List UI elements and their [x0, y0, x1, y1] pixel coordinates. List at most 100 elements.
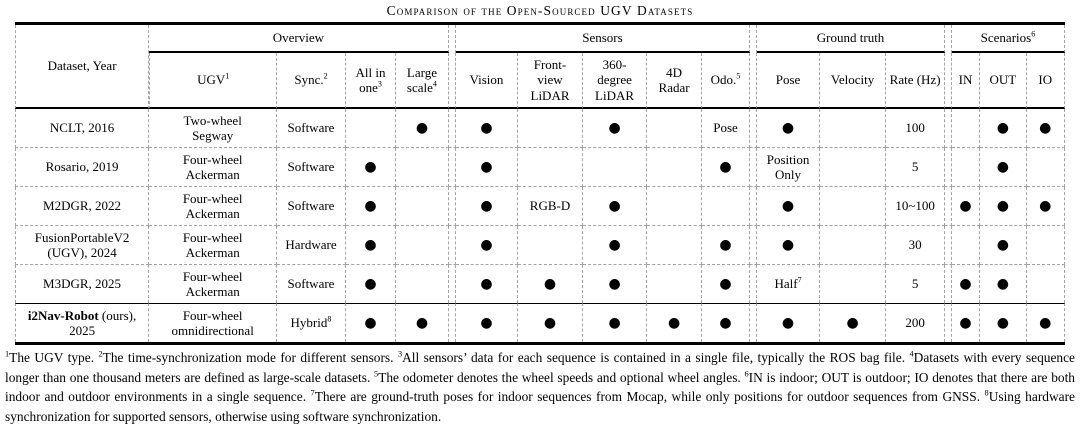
table-row: i2Nav-Robot (ours), 2025 Four-wheel omnid…: [15, 303, 1065, 342]
dot-mark-out: ●: [980, 265, 1027, 303]
table-footnotes: 1The UGV type. 2The time-synchronization…: [5, 349, 1075, 425]
dot-mark-in: ●: [951, 187, 981, 226]
group-gap: [449, 265, 456, 303]
header-vision: Vision: [455, 53, 519, 109]
dot-mark-odo: ●: [701, 148, 751, 187]
header-pose: Pose: [757, 53, 820, 109]
group-gap: [750, 265, 758, 303]
cell-frontlidar: [518, 148, 583, 187]
cell-ugv: Four-wheel Ackerman: [149, 226, 278, 265]
cell-io: [1027, 265, 1065, 303]
cell-pose: Position Only: [757, 148, 820, 187]
table-caption: Comparison of the Open-Sourced UGV Datas…: [386, 3, 694, 18]
cell-rate: 5: [886, 265, 945, 303]
header-ugv: UGV1: [149, 53, 278, 109]
dot-mark-odo: ●: [702, 265, 751, 303]
cell-velocity: [819, 148, 887, 187]
cell-ugv: Four-wheel Ackerman: [149, 148, 278, 187]
group-gap: [750, 187, 758, 226]
cell-frontlidar: RGB-D: [518, 187, 583, 226]
cell-dataset: M3DGR, 2025: [15, 265, 150, 303]
cell-sync: Hybrid8: [277, 303, 346, 342]
cell-largescale: [396, 226, 449, 265]
cell-sync: Software: [277, 109, 346, 148]
cell-rate: 5: [886, 148, 945, 187]
group-gap: [945, 265, 952, 303]
header-odo: Odo.5: [701, 53, 751, 109]
cell-ugv: Four-wheel Ackerman: [149, 265, 278, 303]
group-header-scenarios: Scenarios6: [951, 25, 1065, 53]
cell-largescale: [396, 265, 449, 303]
dot-mark-velocity: ●: [819, 303, 887, 342]
table-row: Rosario, 2019 Four-wheel Ackerman Software…: [15, 148, 1065, 187]
dot-mark-allinone: ●: [345, 187, 397, 226]
header-rate: Rate (Hz): [886, 53, 945, 109]
cell-sync: Software: [277, 148, 346, 187]
dot-mark-vision: ●: [455, 226, 519, 265]
cell-largescale: [396, 148, 449, 187]
cell-allinone: [345, 109, 397, 148]
dot-mark-lidar360: ●: [582, 109, 648, 148]
dot-mark-pose: ●: [757, 109, 820, 148]
group-gap: [448, 187, 456, 226]
dot-mark-lidar360: ●: [583, 265, 648, 303]
group-gap: [448, 53, 456, 109]
dot-mark-lidar360: ●: [582, 303, 648, 342]
cell-velocity: [819, 226, 887, 265]
header-in: IN: [951, 53, 981, 109]
cell-io: [1026, 226, 1065, 265]
group-gap: [750, 148, 758, 187]
cell-sync: Software: [277, 187, 346, 226]
dot-mark-vision: ●: [455, 303, 519, 342]
dot-mark-in: ●: [952, 265, 981, 303]
dot-mark-lidar360: ●: [582, 187, 648, 226]
group-gap: [944, 109, 952, 148]
cell-frontlidar: [518, 226, 583, 265]
cell-dataset: i2Nav-Robot (ours), 2025: [15, 303, 150, 342]
group-gap: [750, 53, 758, 109]
group-gap: [750, 303, 758, 342]
cell-odo: Pose: [701, 109, 751, 148]
table-row: FusionPortableV2 (UGV), 2024 Four-wheel A…: [15, 226, 1065, 265]
header-allinone: All in one3: [345, 53, 397, 109]
dot-mark-out: ●: [980, 303, 1027, 342]
cell-rate: 10~100: [886, 187, 945, 226]
cell-odo: [701, 187, 751, 226]
cell-pose: Half7: [757, 265, 820, 303]
cell-in: [951, 109, 981, 148]
cell-rate: 200: [886, 303, 945, 342]
dot-mark-out: ●: [980, 148, 1027, 187]
group-gap: [448, 226, 456, 265]
header-io: IO: [1026, 53, 1065, 109]
dot-mark-odo: ●: [701, 303, 751, 342]
cell-dataset: M2DGR, 2022: [15, 187, 150, 226]
dot-mark-io: ●: [1026, 187, 1065, 226]
group-header-sensors: Sensors: [455, 25, 751, 53]
dot-mark-pose: ●: [757, 187, 820, 226]
group-gap: [750, 226, 758, 265]
header-largescale: Large scale4: [396, 53, 449, 109]
dot-mark-allinone: ●: [346, 265, 397, 303]
group-gap: [448, 109, 456, 148]
cell-velocity: [819, 187, 887, 226]
dot-mark-odo: ●: [701, 226, 751, 265]
dot-mark-vision: ●: [456, 265, 519, 303]
cell-radar4d: [647, 187, 702, 226]
cell-sync: Software: [277, 265, 346, 303]
group-header-groundtruth: Ground truth: [757, 25, 945, 53]
cell-radar4d: [647, 226, 702, 265]
cell-in: [951, 148, 981, 187]
group-gap: [750, 109, 758, 148]
cell-velocity: [819, 109, 887, 148]
dot-mark-out: ●: [980, 226, 1027, 265]
cell-radar4d: [647, 265, 702, 303]
cell-dataset: FusionPortableV2 (UGV), 2024: [15, 226, 150, 265]
cell-in: [951, 226, 981, 265]
group-gap: [944, 148, 952, 187]
dot-mark-largescale: ●: [396, 303, 449, 342]
group-gap: [944, 303, 952, 342]
dot-mark-largescale: ●: [396, 109, 449, 148]
header-sync: Sync.2: [277, 53, 346, 109]
table-row: M2DGR, 2022 Four-wheel Ackerman Software ● ●…: [15, 187, 1065, 226]
cell-rate: 100: [886, 109, 945, 148]
